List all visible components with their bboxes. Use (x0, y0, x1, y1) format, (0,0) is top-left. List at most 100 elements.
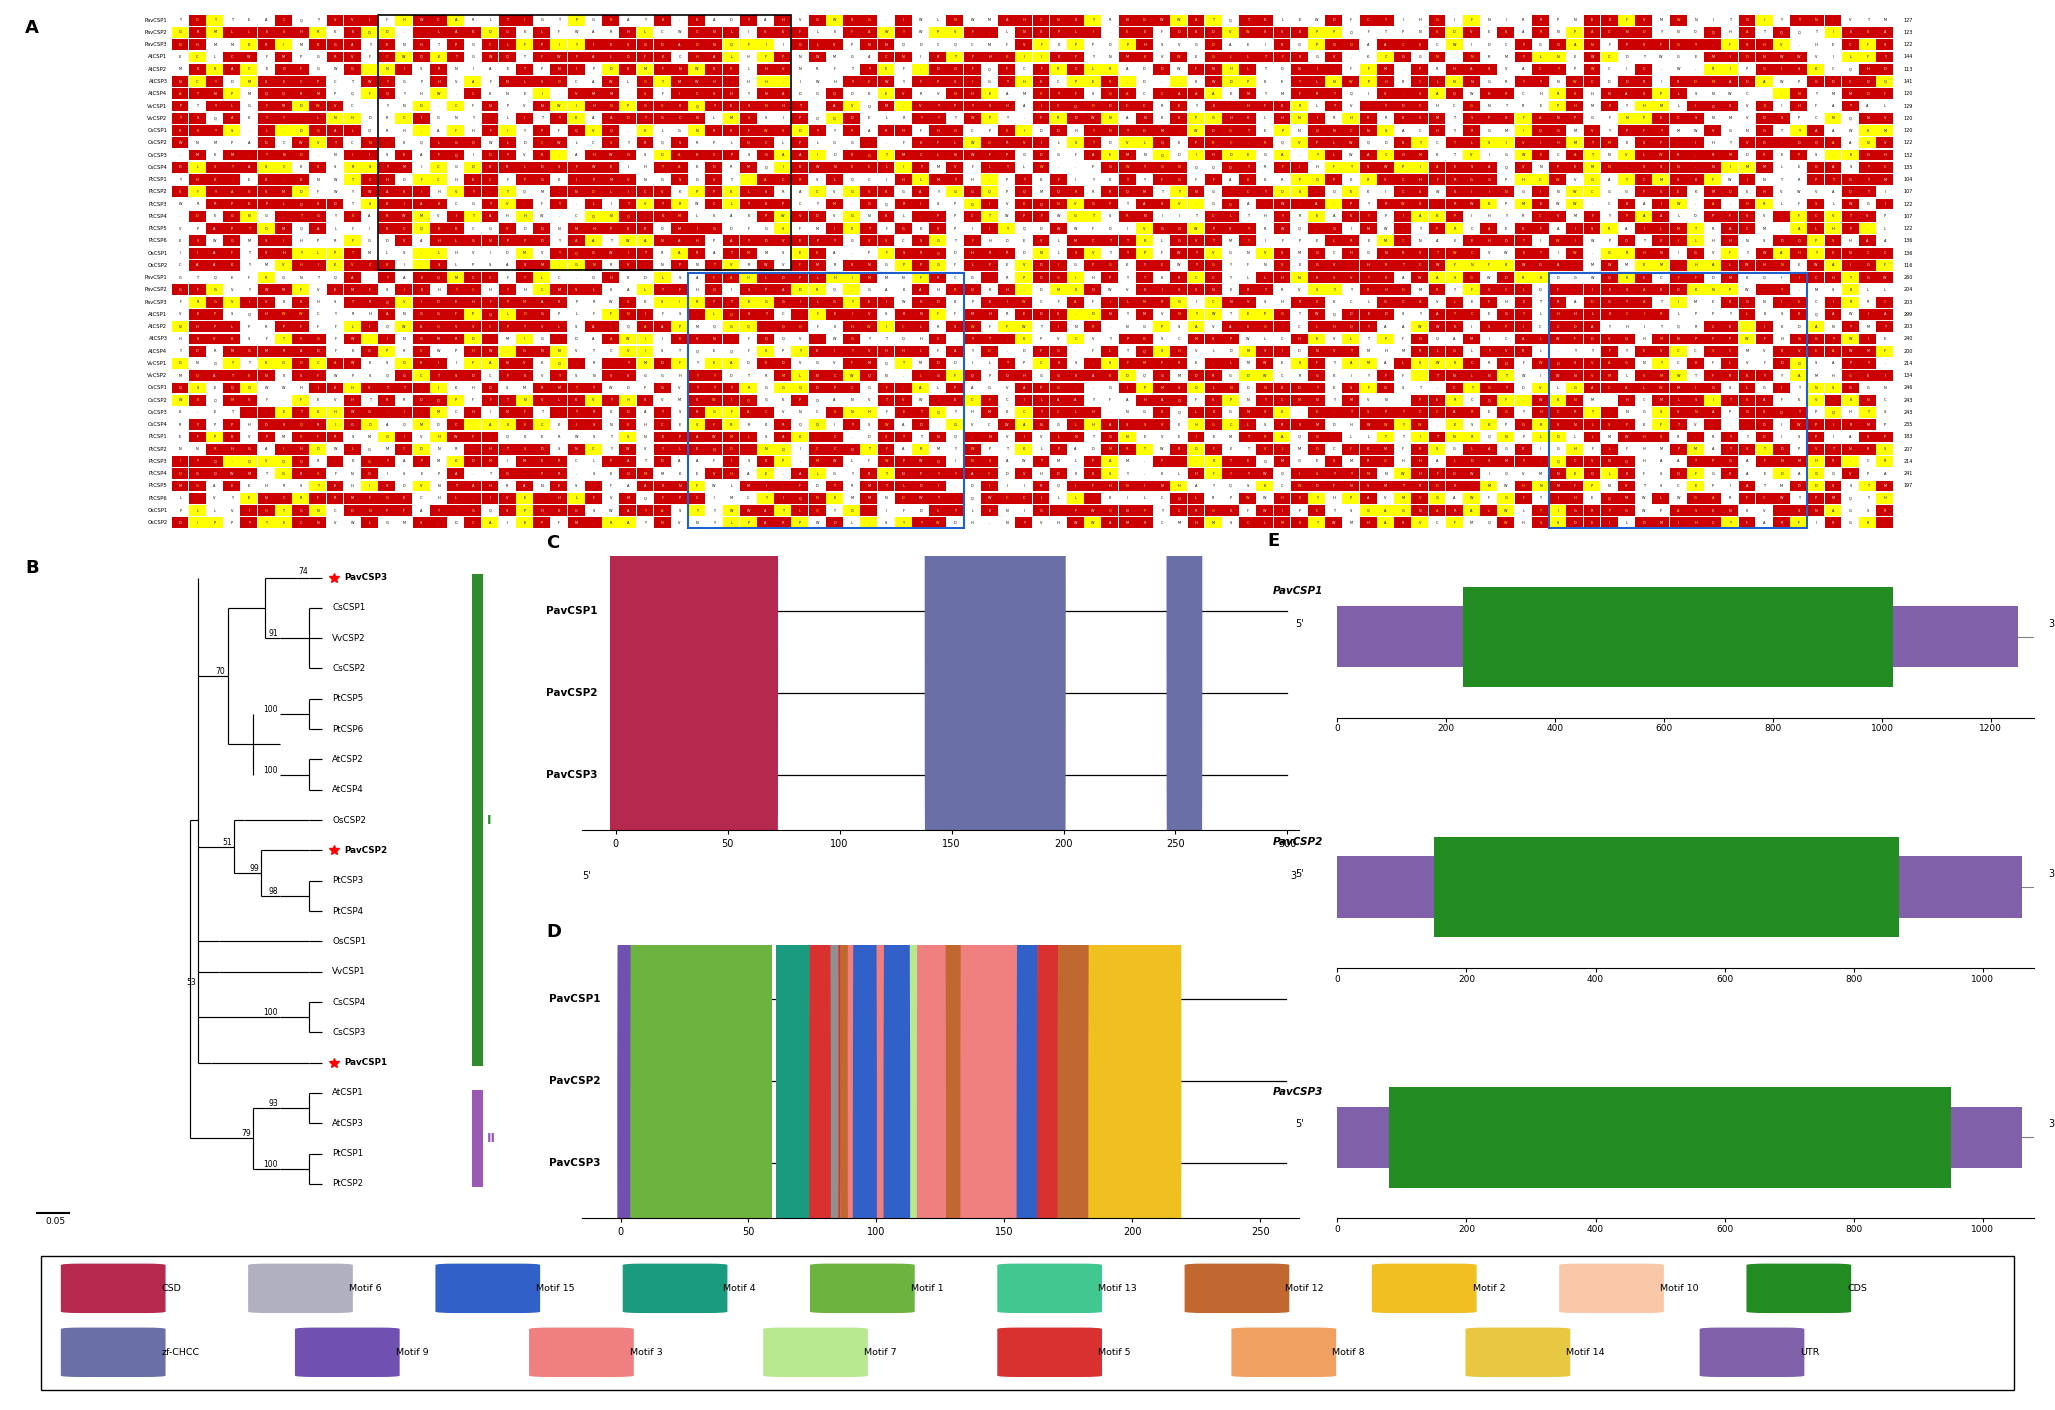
Text: PtCSP3: PtCSP3 (333, 876, 364, 885)
Text: Motif 9: Motif 9 (397, 1348, 427, 1356)
Text: AtCSP1: AtCSP1 (333, 1089, 364, 1097)
FancyBboxPatch shape (984, 723, 1040, 1410)
Text: Motif 15: Motif 15 (536, 1285, 575, 1293)
Text: CsCSP4: CsCSP4 (333, 997, 366, 1007)
Text: PtCSP2: PtCSP2 (333, 1179, 364, 1189)
FancyBboxPatch shape (528, 1328, 633, 1378)
FancyBboxPatch shape (884, 805, 910, 1410)
Text: C: C (547, 534, 559, 553)
FancyBboxPatch shape (610, 52, 773, 1410)
FancyBboxPatch shape (882, 640, 935, 1358)
Text: OsCSP1: OsCSP1 (333, 936, 366, 946)
FancyBboxPatch shape (1089, 805, 1141, 1410)
Text: 100: 100 (263, 1008, 277, 1017)
Text: 93: 93 (267, 1100, 277, 1108)
Text: UTR: UTR (1800, 1348, 1821, 1356)
Bar (1950, 1107, 2022, 1167)
Text: 100: 100 (263, 705, 277, 713)
FancyBboxPatch shape (777, 640, 818, 1358)
FancyBboxPatch shape (1132, 723, 1182, 1410)
FancyBboxPatch shape (1106, 723, 1132, 1410)
Text: CSD: CSD (162, 1285, 181, 1293)
FancyBboxPatch shape (616, 811, 637, 1410)
Text: CsCSP3: CsCSP3 (333, 1028, 366, 1036)
FancyBboxPatch shape (917, 805, 945, 1410)
FancyBboxPatch shape (995, 197, 1032, 1352)
FancyBboxPatch shape (631, 630, 773, 1369)
FancyBboxPatch shape (1231, 1328, 1336, 1378)
Text: Motif 6: Motif 6 (349, 1285, 382, 1293)
FancyBboxPatch shape (1003, 116, 1042, 1270)
FancyBboxPatch shape (1699, 1328, 1804, 1378)
Bar (1338, 1107, 1389, 1167)
FancyBboxPatch shape (631, 794, 773, 1410)
FancyBboxPatch shape (894, 723, 919, 1410)
Text: 51: 51 (222, 838, 232, 846)
FancyBboxPatch shape (62, 1263, 166, 1313)
FancyBboxPatch shape (919, 723, 945, 1410)
Bar (1434, 838, 1899, 938)
Text: PtCSP5: PtCSP5 (333, 694, 364, 704)
Text: A: A (25, 20, 39, 37)
Text: 53: 53 (187, 979, 195, 987)
FancyBboxPatch shape (1373, 1263, 1478, 1313)
FancyBboxPatch shape (943, 116, 982, 1270)
FancyBboxPatch shape (1079, 723, 1106, 1410)
Text: PtCSP4: PtCSP4 (333, 907, 364, 915)
Text: Motif 2: Motif 2 (1473, 1285, 1504, 1293)
FancyBboxPatch shape (974, 34, 1015, 1189)
Text: Motif 8: Motif 8 (1332, 1348, 1365, 1356)
FancyBboxPatch shape (997, 1328, 1101, 1378)
Text: VvCSP2: VvCSP2 (333, 633, 366, 643)
Bar (1338, 606, 1463, 667)
Bar (1389, 1087, 1950, 1187)
FancyBboxPatch shape (818, 640, 840, 1358)
Text: VvCSP1: VvCSP1 (333, 967, 366, 976)
Text: PavCSP2: PavCSP2 (1272, 836, 1323, 847)
Text: Motif 13: Motif 13 (1097, 1285, 1136, 1293)
FancyBboxPatch shape (810, 805, 830, 1410)
FancyBboxPatch shape (840, 640, 873, 1358)
Text: AtCSP4: AtCSP4 (333, 785, 364, 794)
Text: Motif 7: Motif 7 (863, 1348, 896, 1356)
Text: PavCSP2: PavCSP2 (547, 688, 598, 698)
FancyBboxPatch shape (249, 1263, 353, 1313)
Bar (1463, 587, 1893, 687)
Text: AtCSP2: AtCSP2 (333, 754, 364, 764)
Text: II: II (487, 1132, 495, 1145)
Bar (473, 574, 483, 1066)
Text: 5': 5' (1295, 1120, 1305, 1129)
FancyBboxPatch shape (631, 712, 773, 1410)
Text: 91: 91 (267, 629, 277, 639)
Text: PavCSP3: PavCSP3 (345, 572, 388, 582)
FancyBboxPatch shape (1747, 1263, 1852, 1313)
FancyBboxPatch shape (1025, 34, 1067, 1189)
Text: E: E (1268, 532, 1280, 550)
FancyBboxPatch shape (777, 805, 808, 1410)
FancyBboxPatch shape (984, 640, 1040, 1358)
FancyBboxPatch shape (616, 646, 637, 1352)
Text: 3': 3' (1291, 871, 1299, 881)
FancyBboxPatch shape (623, 1263, 727, 1313)
FancyBboxPatch shape (1058, 640, 1085, 1358)
Text: PavCSP3: PavCSP3 (1272, 1087, 1323, 1097)
Text: 5': 5' (1295, 869, 1305, 878)
FancyBboxPatch shape (62, 1328, 166, 1378)
FancyBboxPatch shape (849, 723, 890, 1410)
FancyBboxPatch shape (945, 723, 972, 1410)
Text: Motif 10: Motif 10 (1660, 1285, 1699, 1293)
Text: 5': 5' (582, 871, 592, 881)
FancyBboxPatch shape (610, 0, 773, 1410)
Text: 70: 70 (216, 667, 226, 675)
FancyBboxPatch shape (818, 723, 838, 1410)
Text: zf-CHCC: zf-CHCC (162, 1348, 199, 1356)
Text: 3': 3' (2049, 619, 2055, 629)
Text: Motif 12: Motif 12 (1284, 1285, 1323, 1293)
Bar (1893, 606, 2018, 667)
Text: 100: 100 (263, 766, 277, 774)
Text: Motif 1: Motif 1 (910, 1285, 943, 1293)
Text: PavCSP3: PavCSP3 (549, 1159, 600, 1169)
FancyBboxPatch shape (1038, 805, 1058, 1410)
FancyBboxPatch shape (1184, 1263, 1288, 1313)
Text: Motif 5: Motif 5 (1097, 1348, 1130, 1356)
